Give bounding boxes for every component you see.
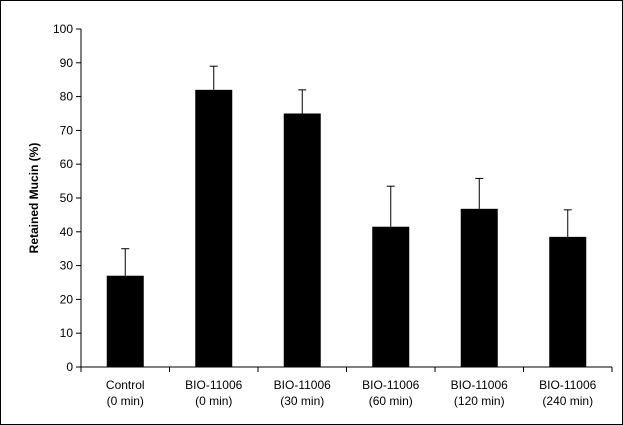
x-tick-label: Control (0 min): [106, 378, 145, 408]
y-tick-label: 40: [60, 225, 74, 239]
x-tick-label: BIO-11006 (240 min): [539, 378, 596, 408]
x-axis: Control (0 min) BIO-11006 (0 min) BIO-11006 (…: [80, 366, 613, 408]
y-tick-label: 100: [53, 22, 73, 36]
y-axis: 0 10 20 30 40 50 60 70 80 90 100: [53, 22, 82, 374]
bar: [283, 113, 321, 367]
x-tick-label-line: Control: [106, 378, 145, 392]
y-tick-label: 10: [60, 326, 74, 340]
bar: [460, 208, 498, 367]
bar: [549, 236, 587, 367]
y-tick-label: 30: [60, 259, 74, 273]
x-tick-label-line: (30 min): [280, 394, 324, 408]
x-tick-label-line: (240 min): [542, 394, 593, 408]
y-tick-label: 90: [60, 56, 74, 70]
y-tick-label: 80: [60, 90, 74, 104]
y-tick-label: 70: [60, 123, 74, 137]
x-tick-label-line: BIO-11006: [451, 378, 508, 392]
y-tick-label: 60: [60, 157, 74, 171]
x-tick-label-line: (0 min): [107, 394, 144, 408]
y-tick-label: 50: [60, 191, 74, 205]
x-tick-label: BIO-11006 (30 min): [274, 378, 331, 408]
x-tick-label-line: (0 min): [195, 394, 232, 408]
bar: [106, 275, 144, 367]
x-tick-label-line: BIO-11006: [185, 378, 242, 392]
bar: [372, 226, 410, 367]
bar: [195, 89, 233, 367]
y-tick-label: 20: [60, 292, 74, 306]
x-tick-label-line: (60 min): [369, 394, 413, 408]
x-tick-label: BIO-11006 (0 min): [185, 378, 242, 408]
x-tick-label: BIO-11006 (120 min): [451, 378, 508, 408]
x-tick-label: BIO-11006 (60 min): [362, 378, 419, 408]
y-tick-label: 0: [66, 360, 73, 374]
bar-series: [106, 89, 587, 367]
x-tick-label-line: BIO-11006: [274, 378, 331, 392]
x-tick-label-line: (120 min): [454, 394, 505, 408]
x-tick-label-line: BIO-11006: [539, 378, 596, 392]
x-tick-label-line: BIO-11006: [362, 378, 419, 392]
y-axis-label: Retained Mucin (%): [27, 143, 41, 254]
error-bars: [121, 65, 572, 276]
